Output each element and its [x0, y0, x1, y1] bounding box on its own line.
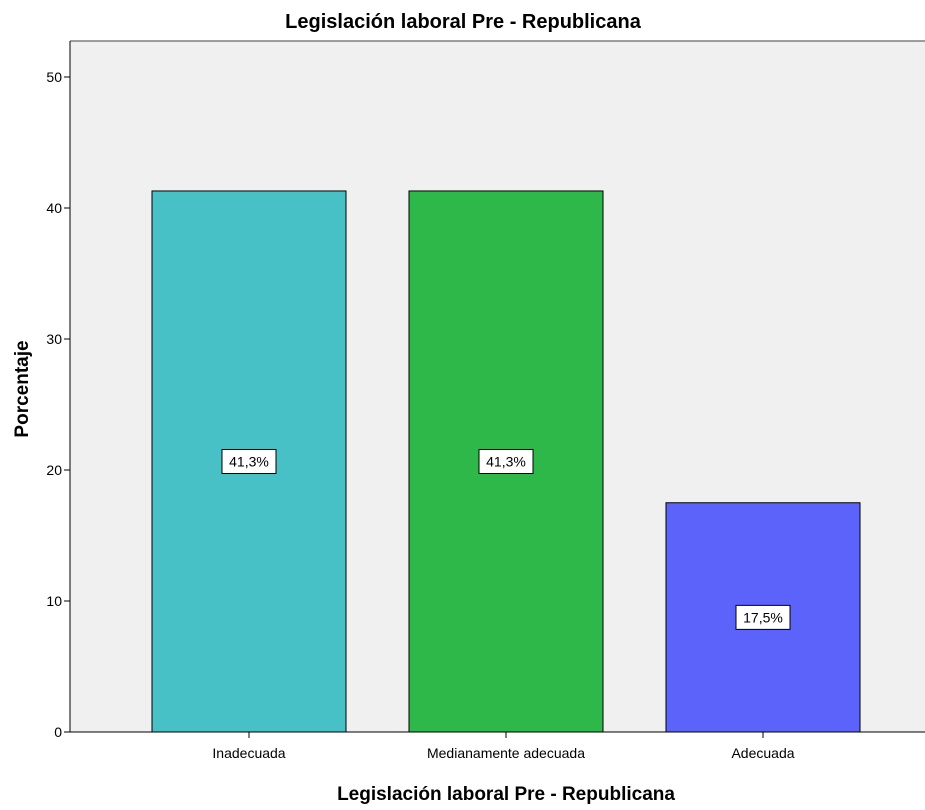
data-label-text: 41,3%: [229, 453, 269, 469]
y-ticks: 0 10 20 30 40 50: [46, 69, 70, 740]
data-labels: 41,3% 41,3% 17,5%: [221, 448, 791, 630]
data-label-box: [735, 604, 791, 630]
x-tick-label: Medianamente adecuada: [427, 745, 585, 761]
x-tick-label: Inadecuada: [212, 745, 285, 761]
y-tick-label: 40: [46, 200, 62, 216]
data-label: 17,5%: [735, 604, 791, 630]
data-label-box: [478, 448, 534, 474]
y-axis-label: Porcentaje: [12, 340, 33, 437]
data-label: 41,3%: [221, 448, 277, 474]
y-tick-label: 10: [46, 593, 62, 609]
data-label-text: 41,3%: [486, 453, 526, 469]
x-ticks: Inadecuada Medianamente adecuada Adecuada: [212, 732, 795, 761]
x-axis-label: Legislación laboral Pre - Republicana: [337, 784, 675, 805]
data-label-text: 17,5%: [743, 609, 783, 625]
y-tick-label: 30: [46, 331, 62, 347]
y-tick-label: 20: [46, 462, 62, 478]
chart-title: Legislación laboral Pre - Republicana: [285, 11, 642, 33]
data-label-box: [221, 448, 277, 474]
y-tick-label: 50: [46, 69, 62, 85]
y-tick-label: 0: [54, 724, 62, 740]
x-tick-label: Adecuada: [731, 745, 794, 761]
data-label: 41,3%: [478, 448, 534, 474]
